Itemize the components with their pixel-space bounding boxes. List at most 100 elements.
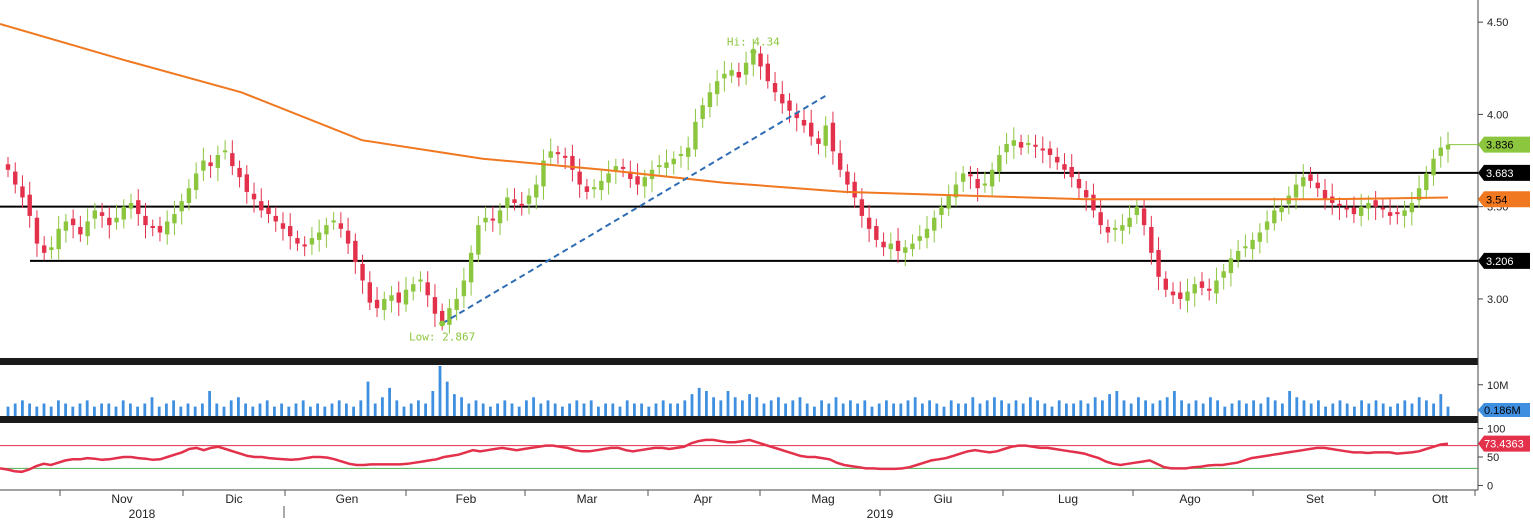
- candle-body: [1351, 207, 1357, 215]
- candle-body: [823, 125, 828, 146]
- volume-bar: [1151, 403, 1155, 416]
- candle-body: [201, 160, 206, 171]
- candle-body: [1105, 226, 1111, 233]
- volume-axis: 10M 0.186M: [1478, 380, 1530, 417]
- rsi-tick-label: 50: [1487, 452, 1499, 464]
- volume-bar: [1259, 403, 1263, 416]
- candle-body: [382, 298, 387, 311]
- candle-body: [244, 174, 249, 192]
- candle-body: [541, 160, 546, 187]
- volume-bar: [1036, 400, 1039, 416]
- candle-body: [1134, 206, 1140, 215]
- candle-body: [1228, 258, 1234, 274]
- candle-body: [837, 153, 843, 170]
- volume-bar: [215, 403, 219, 416]
- volume-bar: [561, 406, 564, 416]
- month-label: Ago: [1179, 492, 1201, 506]
- candle-body: [324, 225, 329, 235]
- volume-bar: [1021, 403, 1025, 416]
- candle-body: [92, 210, 98, 219]
- volume-rsi-separator[interactable]: [0, 416, 1478, 423]
- volume-bar: [445, 381, 449, 416]
- volume-bar: [1057, 400, 1061, 416]
- volume-bar: [85, 400, 89, 416]
- volume-bar: [589, 400, 593, 416]
- volume-bar: [856, 403, 859, 416]
- candle-body: [1279, 206, 1284, 213]
- candle-body: [982, 183, 988, 186]
- volume-bar: [755, 397, 759, 416]
- volume-bar: [625, 400, 629, 416]
- candle-body: [577, 171, 582, 185]
- volume-bar: [21, 400, 24, 416]
- volume-bar: [1446, 406, 1450, 416]
- volume-bar: [35, 406, 39, 416]
- candle-body: [1373, 200, 1378, 207]
- volume-bar: [971, 397, 975, 416]
- volume-bar: [978, 403, 982, 416]
- candle-body: [519, 203, 524, 206]
- candle-body: [345, 230, 351, 244]
- month-label: Ott: [1432, 492, 1449, 506]
- volume-bar: [935, 403, 939, 416]
- volume-bar: [683, 400, 687, 416]
- candle-body: [164, 221, 170, 235]
- volume-bar: [1115, 391, 1119, 416]
- candle-body: [816, 138, 821, 144]
- candle-body: [186, 188, 192, 203]
- volume-bar: [964, 403, 967, 416]
- rsi-last-tag-label: 73.4363: [1484, 439, 1524, 451]
- volume-bar: [1425, 400, 1428, 416]
- volume-bar: [395, 400, 399, 416]
- volume-bar: [1252, 400, 1255, 416]
- price-tag-label: 3.206: [1486, 256, 1514, 268]
- candle-body: [534, 184, 539, 198]
- volume-bar: [136, 406, 139, 416]
- volume-bar: [237, 397, 240, 416]
- candle-body: [418, 279, 423, 282]
- volume-bar: [1122, 400, 1126, 416]
- candle-body: [309, 238, 315, 245]
- candle-body: [425, 282, 430, 296]
- month-label: Dic: [225, 492, 242, 506]
- volume-bar: [597, 406, 600, 416]
- candle-body: [360, 263, 365, 281]
- volume-bar: [280, 403, 283, 416]
- candle-body: [613, 166, 619, 171]
- candle-body: [881, 241, 886, 248]
- volume-bar: [417, 400, 420, 416]
- candle-body: [1445, 144, 1451, 150]
- candle-body: [1047, 148, 1053, 156]
- volume-bar: [301, 400, 305, 416]
- candle-body: [888, 243, 894, 250]
- candle-body: [136, 200, 141, 215]
- volume-bar: [870, 406, 874, 416]
- candle-body: [801, 119, 807, 126]
- volume-bar: [258, 403, 262, 416]
- candle-body: [1315, 182, 1320, 189]
- volume-bar: [186, 403, 190, 416]
- candle-body: [259, 201, 264, 211]
- candle-body: [570, 155, 575, 170]
- volume-bar: [705, 391, 708, 416]
- volume-bar: [827, 403, 831, 416]
- volume-bar: [928, 400, 931, 416]
- volume-bar: [1173, 391, 1176, 416]
- price-tick-label: 4.00: [1487, 109, 1508, 121]
- volume-bar: [1288, 391, 1291, 416]
- price-volume-separator[interactable]: [0, 358, 1478, 365]
- candle-body: [439, 310, 445, 323]
- volume-bar: [78, 403, 82, 416]
- candle-body: [1149, 226, 1154, 253]
- volume-bar: [1050, 406, 1054, 416]
- volume-bar: [1367, 403, 1371, 416]
- volume-bar: [1403, 400, 1407, 416]
- volume-bar: [431, 391, 435, 416]
- candle-body: [56, 228, 61, 250]
- candle-body: [968, 174, 973, 177]
- candle-body: [1257, 232, 1263, 242]
- candle-body: [1127, 217, 1132, 227]
- volume-bar: [690, 394, 694, 416]
- volume-bar: [28, 403, 31, 416]
- volume-bar: [1093, 397, 1097, 416]
